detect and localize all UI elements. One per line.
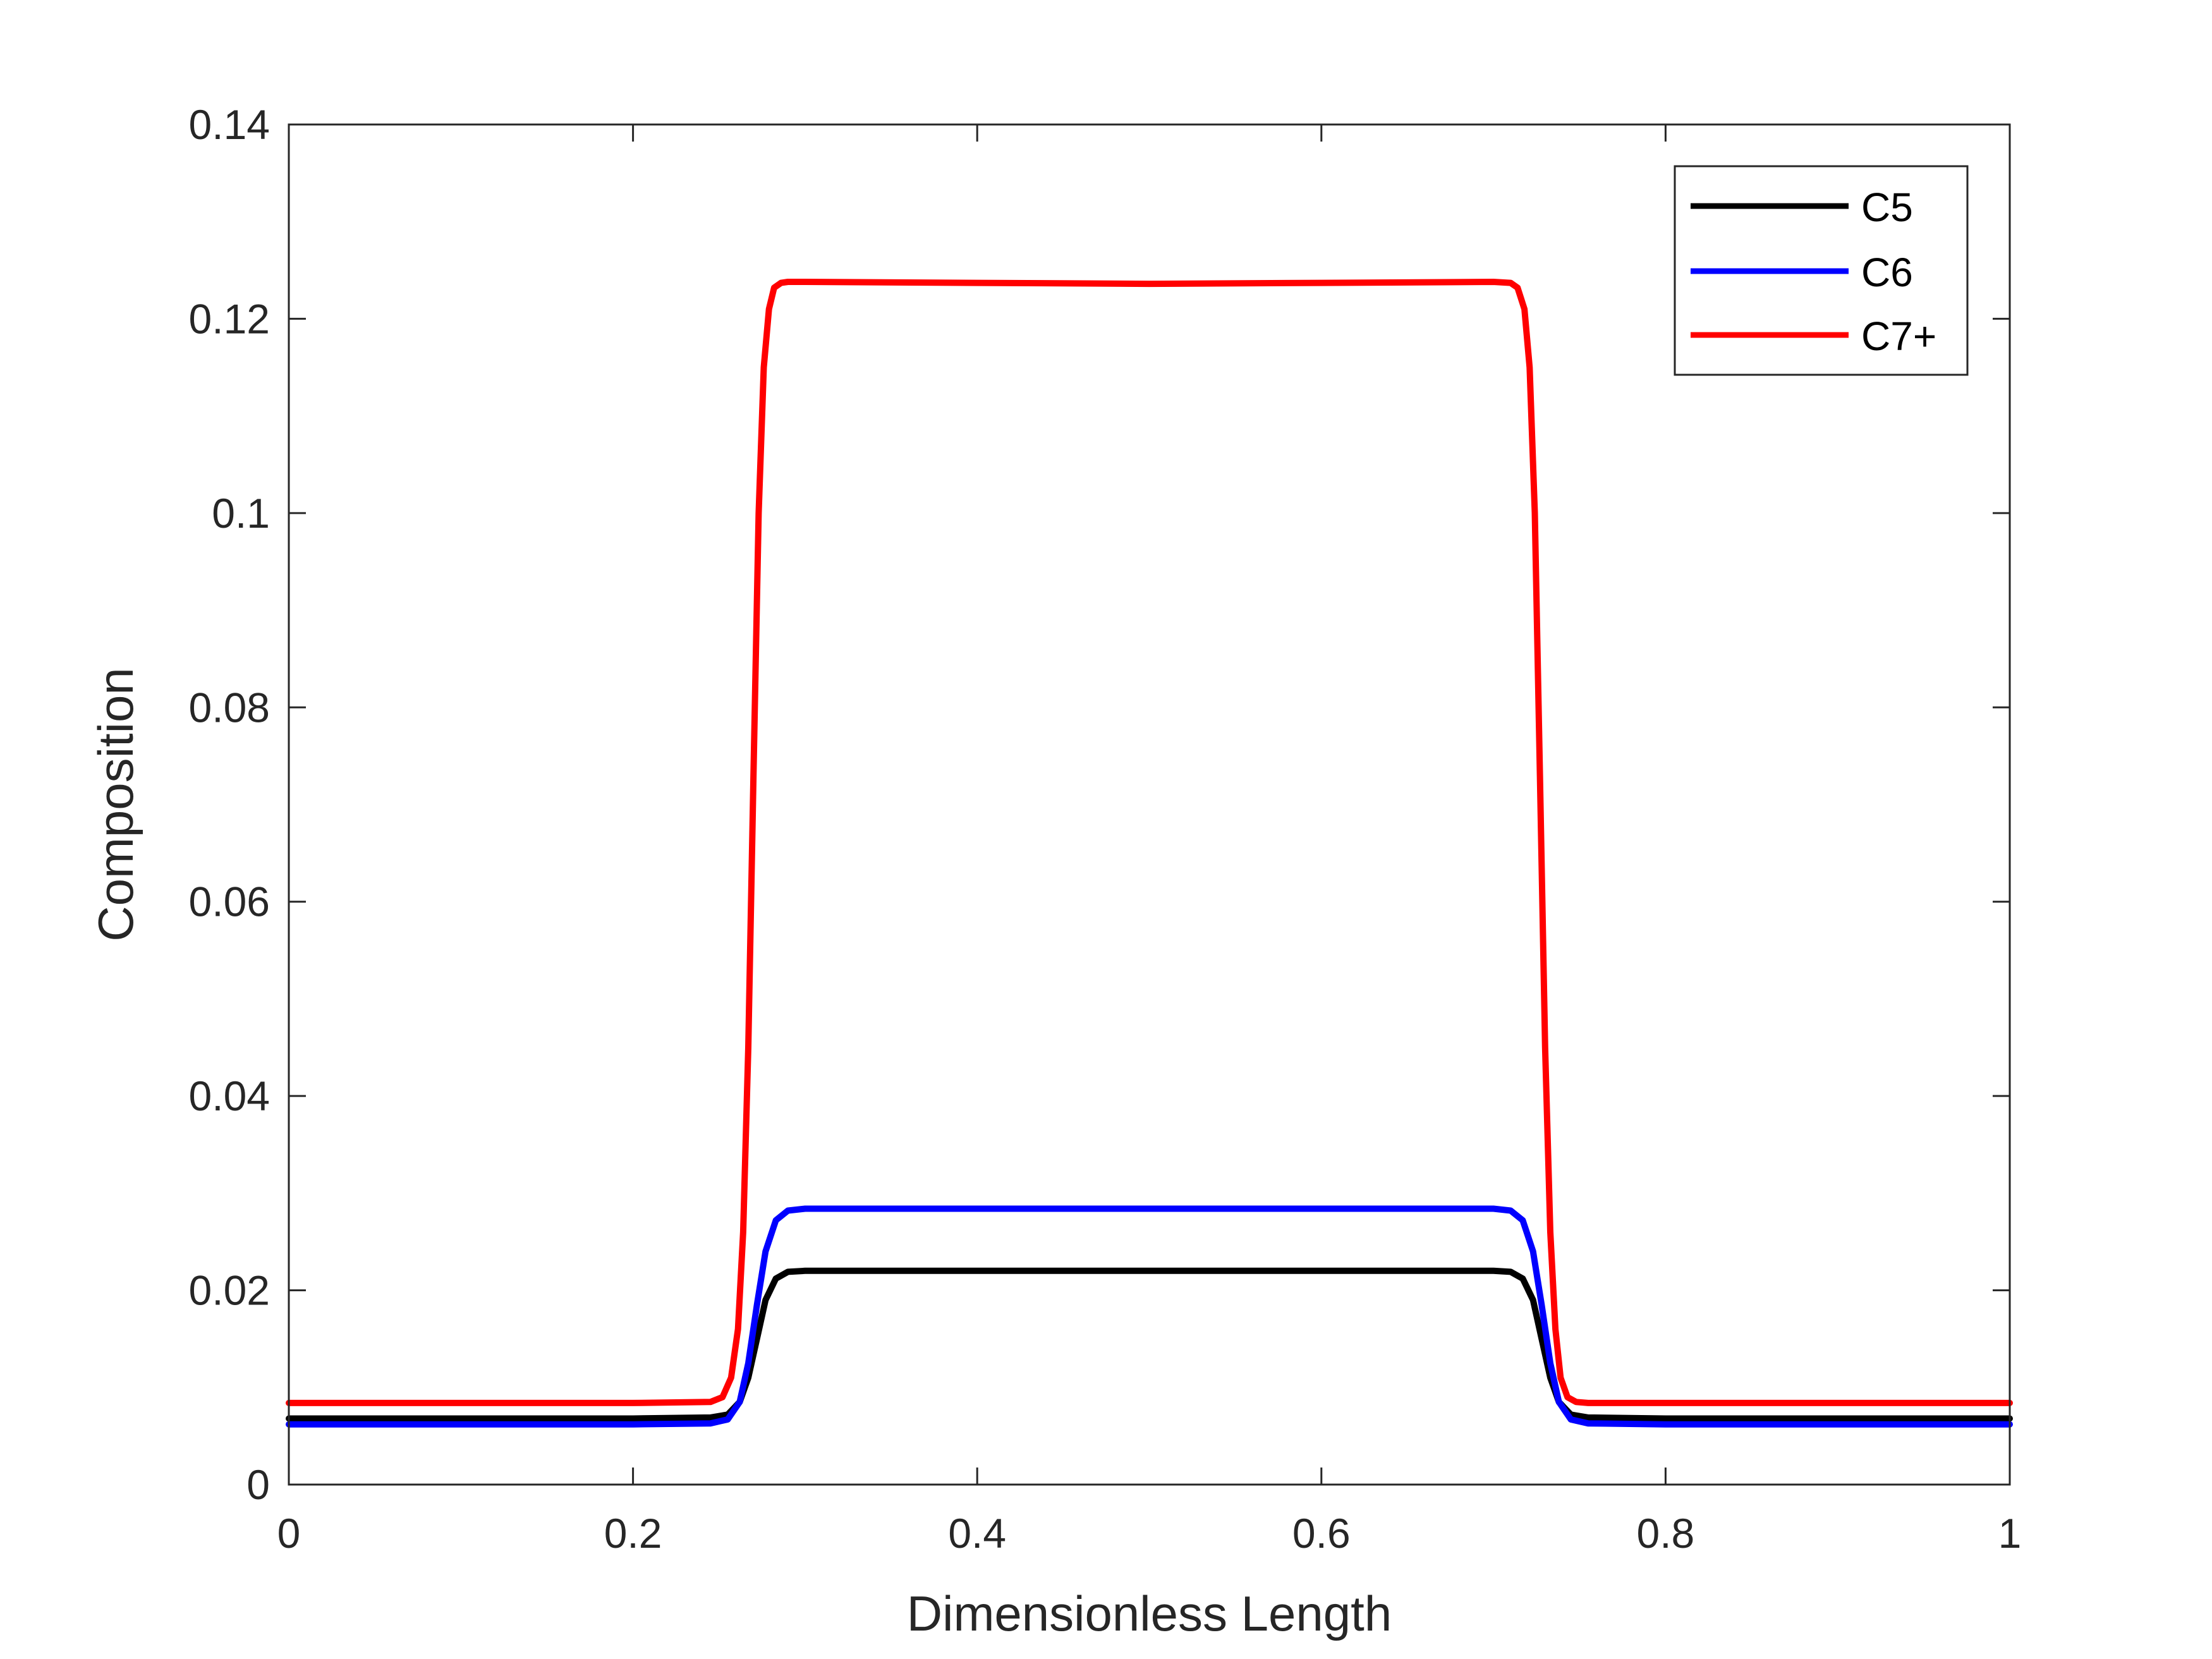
- x-axis-label: Dimensionless Length: [907, 1586, 1392, 1641]
- y-axis-label: Composition: [88, 667, 143, 942]
- plot-frame: [288, 123, 2011, 1486]
- y-tick-label: 0.06: [189, 878, 270, 925]
- y-tick-label: 0.04: [189, 1073, 270, 1119]
- x-tick-label: 0.6: [1292, 1510, 1351, 1557]
- series-layer: [286, 279, 2013, 1428]
- y-tick-label: 0.12: [189, 295, 270, 342]
- x-tick-label: 1: [1998, 1510, 2022, 1557]
- legend-label-c6: C6: [1861, 250, 1913, 295]
- y-tick-label: 0.02: [189, 1267, 270, 1314]
- legend-label-c7plus: C7+: [1861, 313, 1936, 359]
- x-tick-label: 0.8: [1637, 1510, 1695, 1557]
- x-tick-label: 0.2: [604, 1510, 662, 1557]
- y-tick-label: 0.08: [189, 684, 270, 731]
- series-line-c6: [286, 1205, 2013, 1428]
- y-tick-label: 0.14: [189, 101, 270, 148]
- y-tick-label: 0: [246, 1461, 270, 1508]
- series-line-c7plus: [286, 279, 2013, 1406]
- x-tick-label: 0.4: [948, 1510, 1006, 1557]
- ticks-layer: 0 0.2 0.4 0.6 0.8 1 0 0.02 0.04 0.06 0.08 0.1 0.12 0.…: [189, 101, 2022, 1557]
- y-tick-label: 0.1: [212, 490, 270, 537]
- x-tick-label: 0: [277, 1510, 301, 1557]
- legend: C5 C6 C7+: [1674, 165, 1969, 376]
- legend-label-c5: C5: [1861, 185, 1913, 230]
